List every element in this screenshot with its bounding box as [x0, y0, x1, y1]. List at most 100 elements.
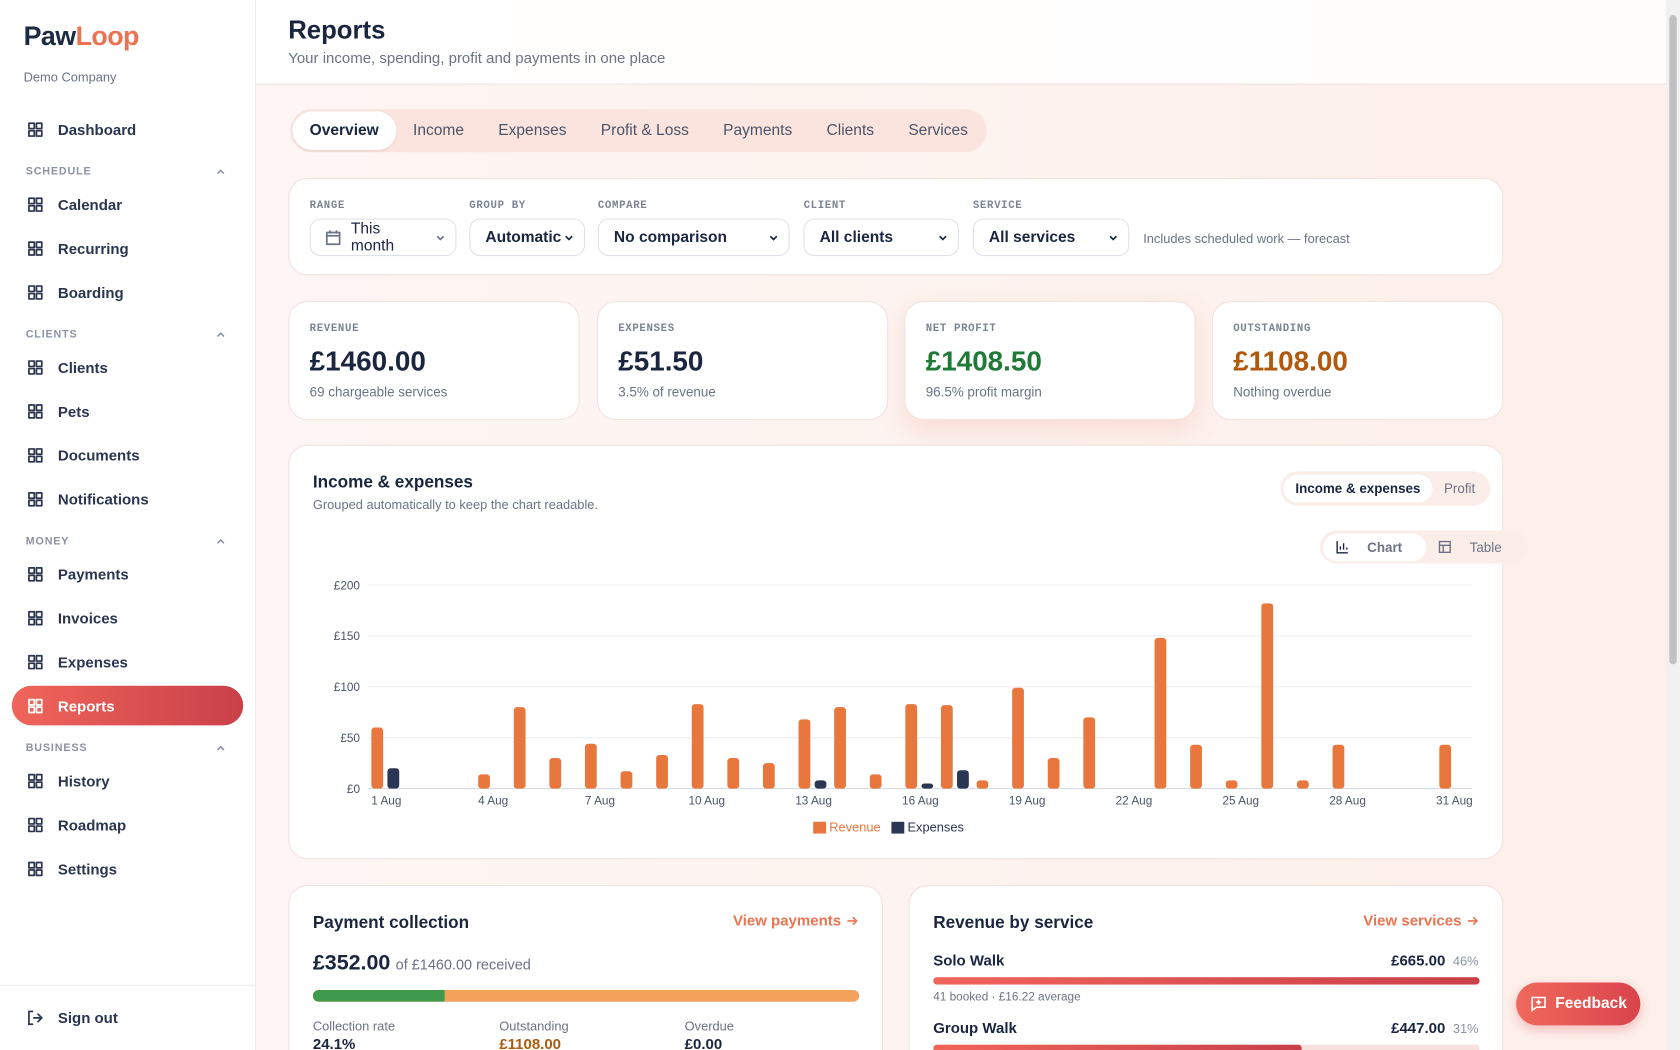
- nav-item[interactable]: Recurring: [0, 226, 255, 270]
- bar: [387, 768, 400, 789]
- nav-item[interactable]: Roadmap: [0, 803, 255, 847]
- x-tick-label: 10 Aug: [688, 795, 725, 808]
- nav-item[interactable]: Boarding: [0, 270, 255, 314]
- tab[interactable]: Expenses: [498, 122, 567, 140]
- view-option[interactable]: Table: [1426, 533, 1526, 561]
- filter-label: GROUP BY: [469, 200, 526, 213]
- chevron: [436, 235, 445, 241]
- y-tick-label: £0: [347, 783, 361, 796]
- nav-item[interactable]: Dashboard: [0, 107, 255, 151]
- service-card: Revenue by service View services Solo Walk…: [908, 885, 1504, 1050]
- progress-track: [312, 990, 860, 1002]
- service-sub: 41 booked · £16.22 average: [933, 991, 1081, 1004]
- nav-item[interactable]: Payments: [0, 552, 255, 596]
- select[interactable]: No comparison: [597, 218, 790, 257]
- nav-item[interactable]: Clients: [0, 345, 255, 389]
- service-track: [933, 1044, 1480, 1050]
- bar: [1154, 637, 1167, 789]
- nav-label: Calendar: [57, 195, 123, 213]
- nav-item[interactable]: Documents: [0, 433, 255, 477]
- sign-out[interactable]: Sign out: [0, 995, 255, 1039]
- bar: [1083, 717, 1096, 789]
- bar: [584, 743, 597, 789]
- select[interactable]: All services: [972, 218, 1130, 257]
- nav-item[interactable]: Settings: [0, 846, 255, 890]
- icon: [28, 1010, 43, 1025]
- nav-item[interactable]: History: [0, 759, 255, 803]
- bar: [371, 727, 384, 789]
- chevron: [216, 332, 225, 337]
- icon: [28, 196, 43, 212]
- nav-label: Recurring: [57, 239, 129, 257]
- select[interactable]: All clients: [803, 218, 959, 257]
- scroll-thumb[interactable]: [1669, 15, 1677, 665]
- nav-item[interactable]: Calendar: [0, 182, 255, 226]
- sidebar: PawLoop Demo Company Dashboard SCHEDULE Ca…: [0, 0, 257, 1050]
- chevron: [769, 235, 778, 241]
- nav-label: Documents: [57, 446, 140, 464]
- legend-label: Revenue: [829, 819, 880, 834]
- bar: [976, 780, 989, 789]
- collected: £352.00 of £1460.00 received: [313, 951, 531, 976]
- nav-item[interactable]: Reports: [0, 684, 255, 728]
- icon: [28, 698, 43, 713]
- icon: [28, 566, 43, 582]
- feedback-label: Feedback: [1555, 995, 1627, 1013]
- brand[interactable]: PawLoop: [24, 21, 140, 52]
- icon: [847, 916, 858, 925]
- tab[interactable]: Profit & Loss: [600, 122, 689, 140]
- kpi-label: OUTSTANDING: [1233, 323, 1312, 336]
- tab[interactable]: Income: [413, 122, 464, 140]
- select-value: No comparison: [613, 228, 728, 246]
- bar: [691, 704, 704, 789]
- icon: [325, 229, 341, 245]
- icon: [28, 447, 43, 463]
- nav-label: Roadmap: [57, 815, 127, 834]
- x-tick-label: 16 Aug: [902, 795, 939, 808]
- service-figures: £447.00 31%: [1391, 1019, 1478, 1036]
- select[interactable]: This month: [309, 218, 457, 257]
- card-link[interactable]: View payments: [733, 912, 858, 929]
- tab[interactable]: Overview: [292, 111, 396, 151]
- filter-note: Includes scheduled work — forecast: [1143, 231, 1350, 247]
- header: [256, 0, 1667, 85]
- y-tick-label: £200: [334, 579, 361, 592]
- x-tick-label: 25 Aug: [1222, 795, 1259, 808]
- select-value: All clients: [819, 228, 894, 246]
- card-link[interactable]: View services: [1363, 912, 1479, 929]
- chevron: [565, 235, 573, 241]
- kpi-sub: 96.5% profit margin: [925, 384, 1042, 400]
- service-name: Group Walk: [933, 1018, 1017, 1037]
- nav-item[interactable]: Invoices: [0, 596, 255, 640]
- nav-item[interactable]: Pets: [0, 389, 255, 433]
- nav-section: CLIENTS: [0, 314, 255, 345]
- legend-swatch: [891, 821, 905, 834]
- view-option[interactable]: Chart: [1323, 533, 1426, 561]
- icon: [28, 240, 43, 256]
- stat-value: 24.1%: [312, 1035, 356, 1050]
- icon: [28, 403, 43, 419]
- icon: [1530, 996, 1546, 1012]
- tab[interactable]: Services: [908, 122, 968, 140]
- nav-label: History: [57, 771, 110, 790]
- chevron: [216, 538, 225, 544]
- nav-label: Expenses: [57, 653, 128, 671]
- mode-option[interactable]: Income & expenses: [1283, 474, 1433, 503]
- x-tick-label: 13 Aug: [795, 795, 832, 808]
- bar: [940, 705, 953, 789]
- service-amount: £447.00: [1391, 1018, 1446, 1037]
- kpi-sub: 3.5% of revenue: [618, 384, 716, 400]
- progress-fill: [312, 990, 445, 1002]
- select-value: All services: [988, 228, 1076, 246]
- brand-loop: Loop: [75, 21, 140, 52]
- chevron: [216, 169, 225, 175]
- tab[interactable]: Payments: [723, 122, 793, 140]
- select[interactable]: Automatic: [469, 218, 586, 257]
- nav-item[interactable]: Expenses: [0, 640, 255, 684]
- nav-label: Notifications: [57, 490, 149, 508]
- mode-option[interactable]: Profit: [1443, 481, 1476, 497]
- feedback-button[interactable]: Feedback: [1516, 982, 1641, 1026]
- nav-item[interactable]: Notifications: [0, 477, 255, 521]
- tab[interactable]: Clients: [826, 122, 875, 140]
- icon: [28, 861, 43, 876]
